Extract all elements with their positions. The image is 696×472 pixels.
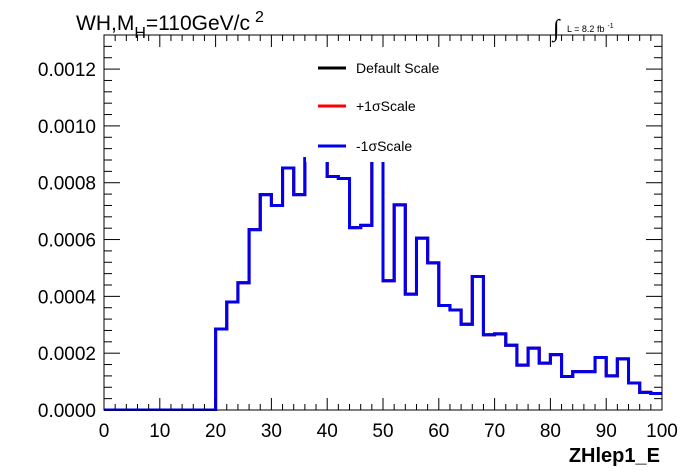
lumi-integral: ∫ xyxy=(551,16,561,43)
title-sup: 2 xyxy=(255,9,264,26)
title-sub: H xyxy=(134,25,146,42)
legend-label-1: +1σScale xyxy=(356,98,416,114)
legend-label-2: -1σScale xyxy=(356,138,412,154)
y-tick-label: 0.0008 xyxy=(38,174,96,195)
y-tick-label: 0.0000 xyxy=(38,401,96,422)
x-tick-label: 30 xyxy=(261,421,282,442)
x-tick-label: 60 xyxy=(428,421,449,442)
y-tick-label: 0.0006 xyxy=(38,231,96,252)
x-tick-label: 10 xyxy=(149,421,170,442)
y-tick-label: 0.0012 xyxy=(38,60,96,81)
x-tick-label: 20 xyxy=(205,421,226,442)
x-tick-label: 90 xyxy=(596,421,617,442)
legend-label-0: Default Scale xyxy=(356,60,439,76)
x-tick-label: 40 xyxy=(317,421,338,442)
y-tick-label: 0.0010 xyxy=(38,117,96,138)
x-tick-label: 70 xyxy=(484,421,505,442)
series-line-2 xyxy=(104,130,662,411)
lumi-label: L = 8.2 fb -1 xyxy=(567,23,614,34)
lumi-text: L = 8.2 fb xyxy=(567,24,604,34)
x-tick-label: 0 xyxy=(99,421,110,442)
x-tick-label: 80 xyxy=(540,421,561,442)
x-axis-title: ZHlep1_E xyxy=(569,445,660,467)
title-main: WH,M xyxy=(76,12,134,35)
x-tick-label: 100 xyxy=(646,421,678,442)
lumi-sup: -1 xyxy=(607,23,613,30)
y-tick-label: 0.0002 xyxy=(38,344,96,365)
x-tick-label: 50 xyxy=(372,421,393,442)
chart-title: WH,MH=110GeV/c 2 xyxy=(76,9,264,42)
y-tick-label: 0.0004 xyxy=(38,287,97,308)
title-tail: =110GeV/c xyxy=(146,12,250,35)
